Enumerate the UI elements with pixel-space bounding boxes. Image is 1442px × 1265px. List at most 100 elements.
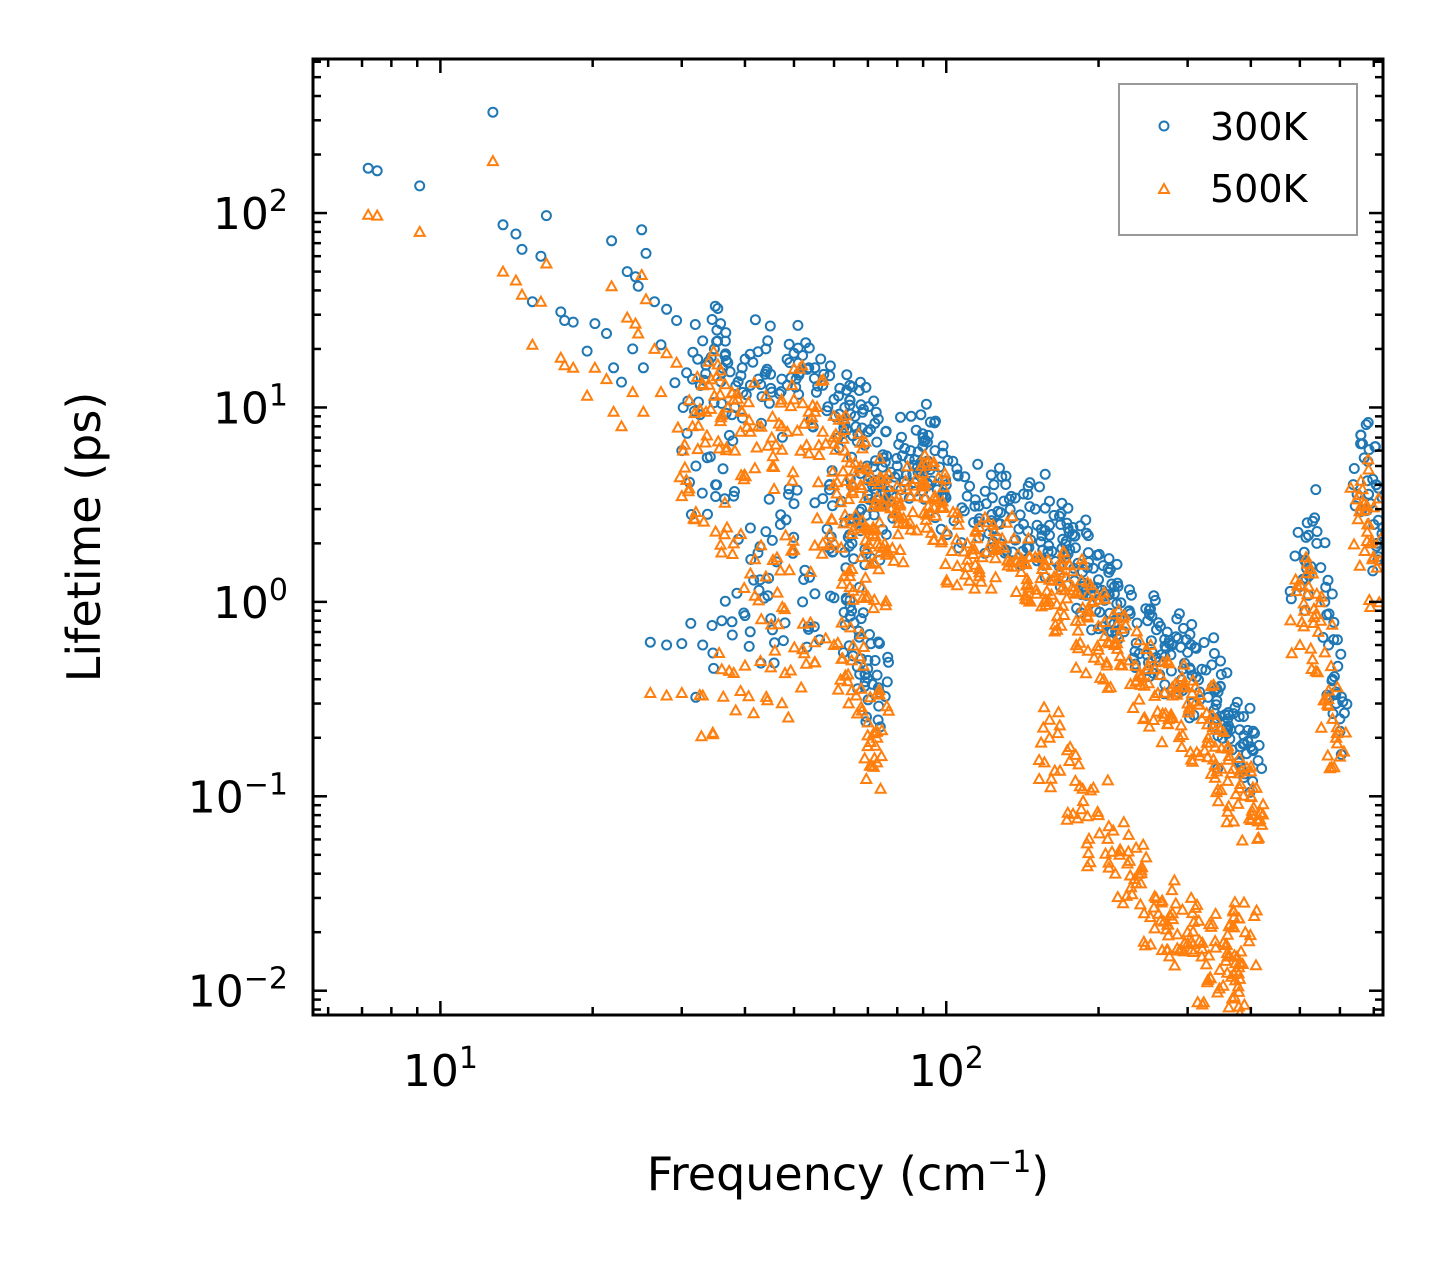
data-point-cloud — [1129, 876, 1144, 889]
data-point-cloud — [988, 570, 1003, 583]
data-point — [809, 362, 821, 374]
data-point — [697, 335, 709, 347]
data-point-cloud — [938, 466, 952, 479]
data-point-cloud — [1250, 831, 1265, 844]
data-point-cloud — [842, 696, 856, 709]
data-point — [1029, 503, 1041, 515]
data-point-cloud — [1178, 935, 1192, 948]
data-point-cloud — [1301, 517, 1313, 529]
data-point-cloud — [843, 620, 858, 633]
data-point-cloud — [1056, 598, 1070, 611]
data-point-cloud — [1230, 949, 1244, 962]
data-point-cloud — [1327, 760, 1341, 773]
data-point-cloud — [1208, 632, 1220, 644]
data-point-cloud — [1022, 549, 1036, 562]
data-point-cloud — [1227, 814, 1241, 827]
data-point-cloud — [1060, 743, 1075, 756]
data-point-cloud — [1106, 578, 1118, 590]
data-point-cloud — [1175, 739, 1189, 752]
x-axis-title: Frequency (cm−1) — [647, 1145, 1050, 1201]
data-point-cloud — [1051, 726, 1065, 739]
x-tick-label: 102 — [909, 1041, 984, 1097]
data-point-cloud — [750, 440, 764, 453]
data-point-cloud — [769, 437, 783, 450]
data-point — [871, 669, 883, 681]
data-point-cloud — [1226, 761, 1241, 774]
data-point-cloud — [867, 592, 881, 605]
data-point — [1093, 574, 1104, 586]
data-point-cloud — [1048, 509, 1060, 521]
data-point-cloud — [905, 410, 917, 422]
data-point-cloud — [908, 471, 923, 484]
data-point-cloud — [827, 535, 842, 548]
data-point-cloud — [882, 651, 894, 663]
data-point-cloud — [1190, 897, 1204, 910]
data-point-cloud — [1032, 550, 1046, 563]
data-point-cloud — [1229, 702, 1241, 713]
data-point-cloud — [1141, 658, 1155, 671]
data-point-cloud — [714, 545, 729, 558]
data-point-cloud — [696, 487, 708, 499]
data-point-cloud — [868, 738, 883, 751]
data-point-cloud — [846, 638, 860, 651]
data-point — [614, 419, 629, 432]
data-point — [515, 287, 529, 300]
y-tick-label: 100 — [213, 573, 288, 629]
data-point-cloud — [1134, 863, 1148, 876]
data-point — [1355, 482, 1370, 495]
data-point-cloud — [1155, 943, 1169, 956]
data-point — [671, 315, 683, 326]
data-point-cloud — [765, 459, 780, 472]
data-point-cloud — [1242, 811, 1256, 824]
data-point — [780, 424, 794, 437]
data-point-cloud — [1344, 480, 1358, 493]
data-point-cloud — [872, 498, 886, 511]
data-point-cloud — [984, 581, 998, 594]
data-point-cloud — [770, 585, 785, 598]
data-point-cloud — [775, 442, 789, 455]
data-point-cloud — [815, 546, 829, 559]
data-point-cloud — [1170, 631, 1182, 643]
data-point-cloud — [1081, 643, 1095, 656]
data-point-cloud — [1055, 552, 1069, 565]
data-point-cloud — [742, 413, 756, 426]
data-point-cloud — [1036, 720, 1050, 733]
data-point-cloud — [1144, 637, 1158, 650]
data-point-cloud — [1076, 781, 1090, 794]
data-point-cloud — [1144, 608, 1155, 620]
data-point-cloud — [1105, 844, 1119, 857]
data-point-cloud — [1010, 554, 1024, 567]
data-point-cloud — [1353, 558, 1367, 571]
data-point — [760, 526, 772, 538]
data-point-cloud — [1148, 889, 1162, 902]
data-point-cloud — [737, 580, 751, 593]
data-point — [1293, 637, 1307, 650]
x-tick-label: 101 — [403, 1041, 478, 1097]
data-point — [809, 588, 821, 600]
data-point-cloud — [1148, 921, 1162, 934]
data-point-cloud — [1022, 580, 1036, 593]
data-point — [803, 362, 815, 374]
data-point-cloud — [755, 379, 767, 390]
data-point-cloud — [891, 490, 905, 503]
data-point-cloud — [1339, 725, 1353, 738]
data-point-cloud — [1122, 853, 1137, 866]
data-point-cloud — [949, 532, 964, 545]
data-point-cloud — [1325, 617, 1339, 630]
data-point-cloud — [1330, 680, 1344, 693]
data-point-cloud — [891, 527, 905, 540]
data-point-cloud — [841, 369, 853, 381]
data-point-cloud — [1124, 584, 1135, 596]
data-point-cloud — [1249, 727, 1260, 739]
data-point-cloud — [1231, 696, 1243, 708]
data-point-cloud — [1156, 655, 1170, 668]
data-point-cloud — [819, 436, 833, 449]
data-point-cloud — [1082, 831, 1096, 844]
data-point-cloud — [1227, 967, 1241, 980]
data-point — [647, 341, 662, 354]
data-point-cloud — [1034, 481, 1045, 493]
data-point-cloud — [1075, 552, 1089, 565]
data-point — [744, 379, 756, 391]
data-point-cloud — [764, 320, 776, 332]
data-point-cloud — [863, 734, 878, 747]
